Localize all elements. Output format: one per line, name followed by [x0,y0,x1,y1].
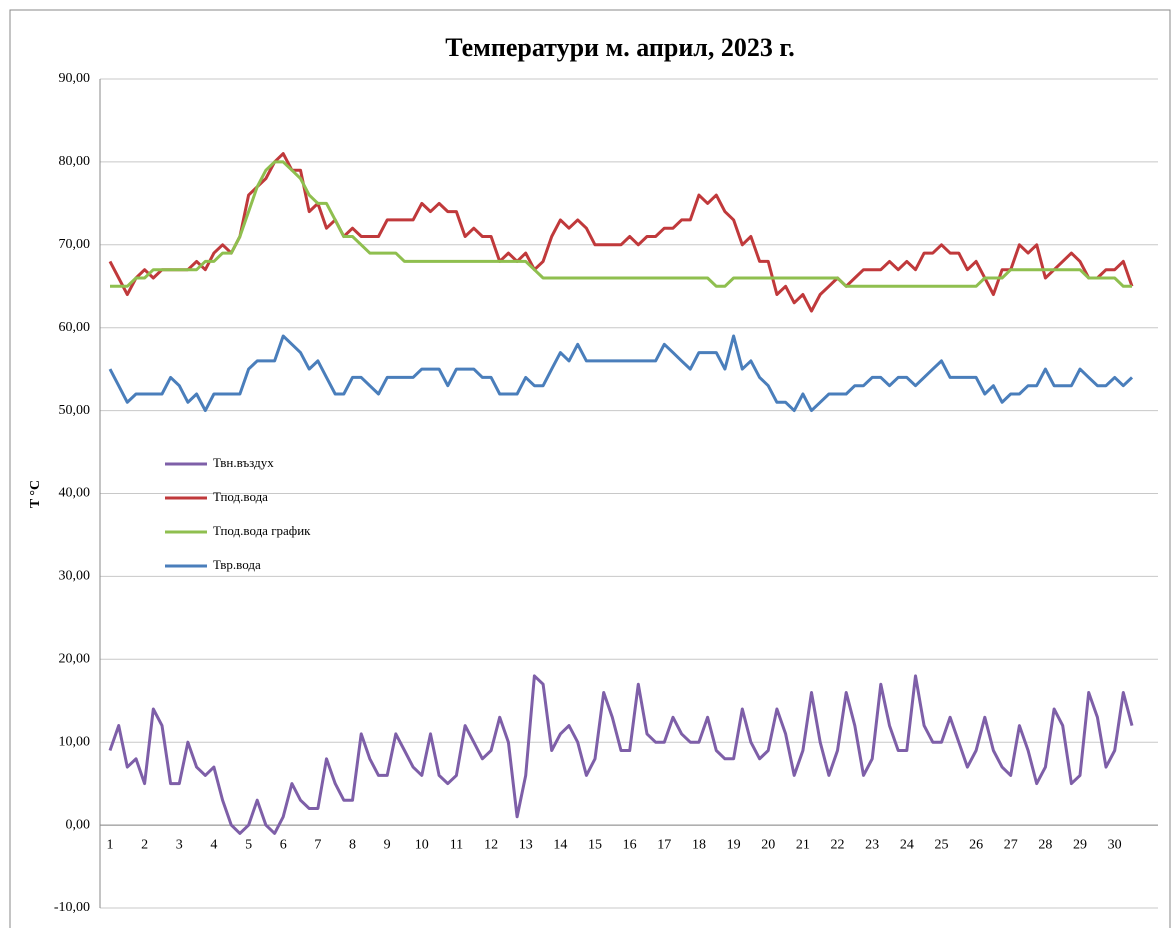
y-tick-label: 90,00 [59,71,91,86]
x-tick-label: 22 [831,837,845,852]
series-line [110,160,1132,288]
x-tick-label: 30 [1108,837,1122,852]
x-tick-label: 10 [415,837,429,852]
x-tick-label: 16 [623,837,637,852]
x-tick-label: 29 [1073,837,1087,852]
x-tick-label: 8 [349,837,356,852]
x-tick-label: 18 [692,837,706,852]
y-tick-label: 40,00 [59,486,91,501]
legend-label: Твн.въздух [213,455,274,470]
chart-border [9,9,1171,928]
x-tick-label: 17 [657,837,671,852]
y-tick-label: 60,00 [59,320,91,335]
chart-title: Температури м. април, 2023 г. [445,33,795,62]
x-tick-label: 1 [107,837,114,852]
legend-label: Тпод.вода [213,489,268,504]
x-tick-label: 4 [210,837,217,852]
x-tick-label: 26 [969,837,983,852]
y-tick-label: 70,00 [59,237,91,252]
x-tick-label: 19 [727,837,741,852]
x-tick-label: 2 [141,837,148,852]
x-tick-label: 14 [553,837,567,852]
y-tick-label: 30,00 [59,569,91,584]
x-tick-label: 9 [384,837,391,852]
y-tick-label: -10,00 [54,900,90,915]
series-line [108,334,1134,413]
x-tick-label: 6 [280,837,287,852]
series-line [108,152,1134,313]
x-tick-label: 12 [484,837,498,852]
series-line [108,674,1134,835]
y-tick-label: 0,00 [66,817,91,832]
x-tick-label: 25 [934,837,948,852]
x-tick-label: 28 [1038,837,1052,852]
x-tick-label: 15 [588,837,602,852]
x-tick-label: 21 [796,837,810,852]
x-tick-label: 23 [865,837,879,852]
y-tick-label: 10,00 [59,734,91,749]
y-axis-label: T °C [28,480,43,508]
x-tick-label: 24 [900,837,914,852]
x-tick-label: 3 [176,837,183,852]
x-tick-label: 5 [245,837,252,852]
y-tick-label: 50,00 [59,403,91,418]
x-tick-label: 13 [519,837,533,852]
x-tick-label: 27 [1004,837,1018,852]
y-tick-label: 20,00 [59,652,91,667]
x-tick-label: 7 [314,837,321,852]
y-tick-label: 80,00 [59,154,91,169]
legend-label: Твр.вода [213,557,261,572]
x-tick-label: 11 [450,837,463,852]
legend-label: Тпод.вода график [213,523,311,538]
x-tick-label: 20 [761,837,775,852]
